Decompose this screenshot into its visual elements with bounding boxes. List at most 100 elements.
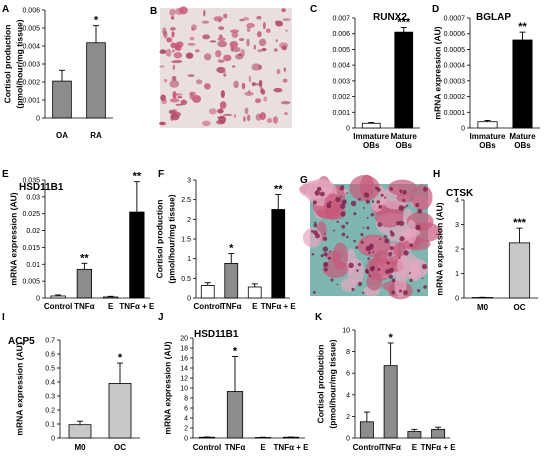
stain-spot: [159, 49, 167, 55]
nucleus: [356, 269, 359, 272]
y-tick-label: 0: [187, 296, 191, 303]
category-label: TNFα + E: [261, 302, 297, 311]
y-tick-label: 0.0005: [444, 47, 466, 54]
stain-spot: [171, 60, 177, 64]
nucleus: [385, 269, 390, 274]
stain-spot: [173, 52, 183, 59]
y-tick-label: 0: [36, 296, 40, 303]
stain-spot: [240, 49, 245, 57]
y-tick-label: 0.0004: [444, 63, 466, 70]
category-label: TNFα: [380, 443, 401, 452]
nucleus: [389, 246, 394, 251]
stain-spot: [172, 91, 177, 99]
y-tick-label: 6: [346, 371, 350, 378]
nucleus: [423, 285, 427, 289]
stain-spot: [219, 101, 227, 109]
nucleus: [417, 208, 423, 214]
panel-letter: B: [150, 6, 157, 17]
stain-spot: [273, 48, 278, 52]
nucleus: [314, 233, 320, 239]
panel-letter: A: [2, 4, 9, 15]
nucleus: [384, 238, 390, 244]
stain-spot: [276, 69, 281, 75]
stain-spot: [195, 79, 203, 85]
nucleus: [362, 206, 365, 209]
nucleus: [320, 254, 324, 258]
stain-spot: [243, 17, 250, 21]
stain-spot: [219, 59, 225, 63]
significance-label: *: [94, 15, 99, 27]
nucleus: [340, 211, 346, 217]
stain-spot: [166, 37, 173, 43]
panel-letter: H: [433, 169, 440, 180]
stain-spot: [284, 112, 288, 116]
bar: [477, 121, 498, 129]
nucleus: [313, 223, 318, 228]
y-tick-label: 0.006: [332, 31, 350, 38]
nucleus: [314, 221, 317, 225]
stain-spot: [258, 38, 267, 47]
nucleus: [369, 266, 375, 272]
nucleus: [388, 274, 393, 279]
nucleus: [389, 230, 393, 234]
stain-spot: [253, 44, 256, 50]
nucleus: [333, 229, 335, 232]
nucleus: [353, 212, 357, 216]
y-axis-label: mRNA expression (AU): [8, 192, 18, 285]
nucleus: [362, 226, 365, 229]
nucleus: [328, 200, 332, 204]
y-tick-label: 3: [455, 222, 459, 229]
stain-spot: [187, 42, 196, 46]
cell: [371, 199, 383, 213]
y-tick-label: 0.025: [22, 211, 40, 218]
y-axis-label: Cortisol production: [154, 200, 164, 279]
stain-spot: [159, 65, 165, 68]
significance-label: ***: [513, 217, 527, 229]
nucleus: [400, 191, 402, 194]
stain-spot: [258, 79, 263, 88]
stain-spot: [246, 114, 251, 122]
chart-h: H CTSK 0 1 2 3 4 mRNA expression (AU) M0 *** OC: [433, 169, 538, 312]
stain-spot: [260, 87, 264, 94]
stain-spot: [231, 46, 241, 53]
nucleus: [368, 274, 372, 277]
nucleus: [341, 232, 346, 237]
bar: [103, 296, 119, 299]
stain-spot: [209, 40, 217, 43]
significance-label: *: [229, 243, 234, 255]
significance-label: *: [233, 346, 238, 358]
nucleus: [322, 246, 329, 252]
stain-spot: [244, 107, 249, 115]
panel-letter: E: [2, 169, 9, 180]
stain-spot: [261, 47, 267, 52]
stain-spot: [171, 31, 175, 38]
nucleus: [402, 290, 408, 296]
nucleus: [370, 212, 375, 217]
y-tick-label: 0.6: [45, 352, 55, 359]
nucleus: [362, 291, 365, 295]
y-axis-label: Cortisol production: [2, 25, 12, 104]
osteoclast-stain-image: [299, 174, 442, 300]
cell: [397, 255, 409, 276]
significance-label: **: [274, 184, 283, 196]
category-label: TNFα: [74, 302, 95, 311]
y-tick-label: 0.003: [22, 62, 40, 69]
stain-spot: [273, 87, 283, 93]
category-label: Control: [353, 443, 381, 452]
panel-g: G: [299, 174, 442, 300]
nucleus: [399, 289, 402, 293]
nucleus: [310, 229, 314, 233]
y-tick-label: 0.01: [26, 262, 40, 269]
y-tick-label: 8: [184, 396, 188, 403]
stain-spot: [251, 63, 262, 71]
stain-spot: [204, 83, 211, 90]
nucleus: [389, 187, 393, 191]
stain-spot: [202, 120, 211, 127]
stain-spot: [171, 75, 177, 81]
panel-letter: D: [432, 4, 439, 15]
bar: [86, 42, 106, 119]
y-tick-label: 20: [180, 336, 188, 343]
stain-spot: [165, 48, 172, 57]
y-tick-label: 0.005: [22, 26, 40, 33]
nucleus: [323, 252, 328, 257]
